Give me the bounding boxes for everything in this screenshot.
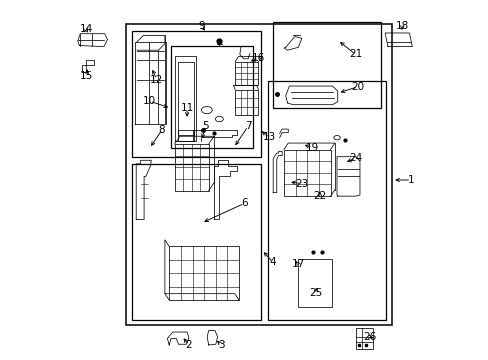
Bar xyxy=(131,164,260,320)
Text: 1: 1 xyxy=(407,175,414,185)
Text: 23: 23 xyxy=(295,179,308,189)
Text: 18: 18 xyxy=(395,21,408,31)
Text: 8: 8 xyxy=(159,125,165,135)
Bar xyxy=(284,149,330,196)
Text: 24: 24 xyxy=(348,153,362,163)
Text: 16: 16 xyxy=(252,53,265,63)
Bar xyxy=(273,22,380,108)
Text: 13: 13 xyxy=(263,132,276,142)
Text: 19: 19 xyxy=(305,143,319,153)
Bar xyxy=(171,45,253,148)
Text: 26: 26 xyxy=(363,332,376,342)
Bar xyxy=(298,259,332,307)
Text: 4: 4 xyxy=(269,257,276,267)
Text: 20: 20 xyxy=(350,82,363,92)
Bar xyxy=(126,24,391,325)
Bar xyxy=(174,144,208,191)
Text: 5: 5 xyxy=(202,121,208,131)
Text: 12: 12 xyxy=(150,75,163,85)
Text: 21: 21 xyxy=(348,49,362,59)
Bar xyxy=(235,62,258,85)
Bar xyxy=(131,31,260,157)
Text: 6: 6 xyxy=(241,198,247,208)
Text: 2: 2 xyxy=(185,340,192,350)
Text: 22: 22 xyxy=(312,191,326,201)
Text: 9: 9 xyxy=(198,21,204,31)
Text: 25: 25 xyxy=(309,288,322,298)
Bar xyxy=(355,328,372,348)
Bar xyxy=(267,81,386,320)
Text: 17: 17 xyxy=(291,259,305,269)
Text: 14: 14 xyxy=(79,24,92,35)
Text: 11: 11 xyxy=(180,103,193,113)
Text: 15: 15 xyxy=(80,71,93,81)
Text: 7: 7 xyxy=(244,121,251,131)
Text: 10: 10 xyxy=(142,96,156,106)
Text: 3: 3 xyxy=(218,340,224,350)
Bar xyxy=(235,90,258,116)
Bar xyxy=(169,246,239,300)
